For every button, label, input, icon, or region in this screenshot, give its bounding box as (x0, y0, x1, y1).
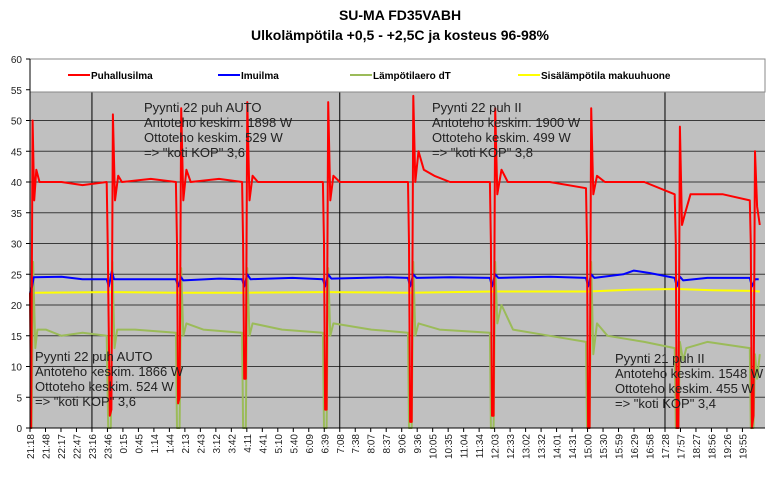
x-tick-label: 4:11 (243, 434, 254, 453)
x-tick-label: 15:00 (584, 434, 595, 459)
x-tick-label: 8:07 (367, 434, 378, 454)
x-tick-label: 8:37 (382, 434, 393, 454)
x-tick-label: 22:17 (57, 434, 68, 459)
x-tick-label: 7:38 (351, 434, 362, 454)
x-tick-label: 12:03 (491, 434, 502, 459)
series-line-0 (29, 94, 761, 429)
x-tick-label: 14:31 (568, 434, 579, 459)
annotation-line: Antoteho keskim. 1898 W (144, 115, 293, 130)
y-tick-label: 35 (11, 209, 23, 220)
x-tick-label: 13:02 (522, 434, 533, 459)
x-tick-label: 6:09 (305, 434, 316, 454)
series-line-3 (29, 288, 760, 297)
x-tick-label: 2:43 (196, 434, 207, 454)
annotation-line: Pyynti 21 puh II (615, 351, 705, 366)
x-tick-label: 17:28 (661, 434, 672, 459)
annotation-line: Antoteho keskim. 1548 W (615, 366, 764, 381)
x-tick-label: 10:35 (444, 434, 455, 459)
x-tick-label: 21:18 (26, 434, 37, 459)
legend-label: Sisälämpötila makuuhuone (541, 71, 671, 82)
x-tick-label: 12:33 (506, 434, 517, 459)
y-axis: 0 5 10 15 20 25 30 35 40 45 50 55 60 (11, 55, 31, 435)
annotation-line: Pyynti 22 puh II (432, 100, 522, 115)
annotation-line: Ottoteho keskim. 455 W (615, 381, 754, 396)
annotation-line: Pyynti 22 puh AUTO (144, 100, 262, 115)
legend-box (29, 58, 766, 93)
y-tick-label: 45 (11, 147, 23, 158)
chart-title: SU-MA FD35VABH (339, 7, 461, 23)
x-tick-label: 19:26 (723, 434, 734, 459)
x-tick-label: 2:13 (181, 434, 192, 454)
x-tick-label: 5:10 (274, 434, 285, 454)
x-tick-label: 1:14 (150, 434, 161, 454)
x-tick-label: 18:56 (707, 434, 718, 459)
x-tick-label: 3:12 (212, 434, 223, 454)
x-tick-label: 6:39 (320, 434, 331, 454)
y-tick-label: 60 (11, 55, 23, 66)
y-tick-label: 50 (11, 117, 23, 128)
annotation-line: => "koti KOP" 3,4 (615, 396, 716, 411)
annotation-line: => "koti KOP" 3,6 (144, 145, 245, 160)
x-tick-label: 15:30 (599, 434, 610, 459)
x-tick-label: 13:32 (537, 434, 548, 459)
y-tick-label: 55 (11, 86, 23, 97)
x-tick-label: 0:15 (119, 434, 130, 454)
x-tick-label: 0:45 (134, 434, 145, 454)
x-tick-label: 23:16 (88, 434, 99, 459)
y-tick-label: 30 (11, 240, 23, 251)
x-tick-label: 15:59 (615, 434, 626, 459)
x-tick-label: 11:04 (460, 434, 471, 459)
x-tick-label: 21:48 (41, 434, 52, 459)
annotation-line: Ottoteho keskim. 524 W (35, 379, 174, 394)
annotation-line: => "koti KOP" 3,8 (432, 145, 533, 160)
x-tick-label: 22:47 (72, 434, 83, 459)
x-tick-label: 16:29 (630, 434, 641, 459)
series-line-1 (29, 269, 759, 294)
y-tick-label: 25 (11, 270, 23, 281)
x-tick-label: 17:57 (676, 434, 687, 459)
x-tick-label: 18:27 (692, 434, 703, 459)
x-tick-label: 19:55 (738, 434, 749, 459)
x-tick-label: 7:08 (336, 434, 347, 454)
x-axis: 21:18 21:48 22:17 22:47 23:16 23:46 0:15 0:45 1:… (26, 427, 765, 459)
y-tick-label: 0 (16, 424, 22, 435)
annotation-line: Antoteho keskim. 1900 W (432, 115, 581, 130)
y-tick-label: 20 (11, 301, 23, 312)
x-tick-label: 10:05 (429, 434, 440, 459)
legend-label: Lämpötilaero dT (373, 71, 451, 82)
annotation-line: Ottoteho keskim. 529 W (144, 130, 283, 145)
annotation-line: Ottoteho keskim. 499 W (432, 130, 571, 145)
x-tick-label: 3:42 (227, 434, 238, 454)
x-tick-label: 9:36 (413, 434, 424, 454)
x-tick-label: 14:01 (553, 434, 564, 459)
annotation-line: Pyynti 22 puh AUTO (35, 349, 153, 364)
series-line-2 (30, 260, 761, 429)
chart-subtitle: Ulkolämpötila +0,5 - +2,5C ja kosteus 96… (251, 27, 550, 43)
y-tick-label: 15 (11, 332, 23, 343)
x-tick-label: 1:44 (165, 434, 176, 454)
x-tick-label: 9:06 (398, 434, 409, 454)
x-tick-label: 5:40 (289, 434, 300, 454)
x-tick-label: 16:58 (646, 434, 657, 459)
legend-label: Imuilma (241, 71, 279, 82)
x-tick-label: 11:34 (475, 434, 486, 459)
series-group (29, 94, 761, 429)
y-tick-label: 40 (11, 178, 23, 189)
legend-label: Puhallusilma (91, 71, 153, 82)
x-tick-label: 23:46 (103, 434, 114, 459)
y-tick-label: 5 (16, 393, 22, 404)
x-tick-label: 4:41 (258, 434, 269, 454)
separators (91, 59, 666, 428)
y-tick-label: 10 (11, 363, 23, 374)
annotation-line: Antoteho keskim. 1866 W (35, 364, 184, 379)
legend: Puhallusilma Imuilma Lämpötilaero dT Sisälä… (68, 71, 671, 82)
annotation-line: => "koti KOP" 3,6 (35, 394, 136, 409)
